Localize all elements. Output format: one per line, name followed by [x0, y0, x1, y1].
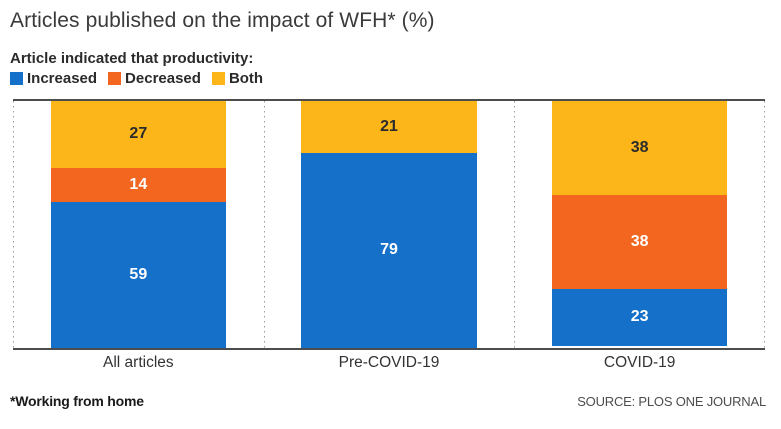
legend-label: Decreased [125, 70, 201, 87]
x-axis-labels: All articles Pre-COVID-19 COVID-19 [13, 354, 765, 372]
bar-column-covid-19: 38 38 23 [514, 101, 765, 348]
column-separator-dotted [764, 101, 765, 348]
legend: Increased Decreased Both [0, 67, 781, 87]
bar-segment-decreased: 14 [50, 167, 227, 203]
legend-swatch-decreased [108, 72, 122, 85]
stacked-bar: 38 38 23 [551, 101, 728, 348]
x-axis-label-pre-covid-19: Pre-COVID-19 [338, 354, 440, 371]
x-axis-label-all-articles: All articles [103, 354, 174, 371]
bar-segment-increased: 23 [551, 288, 728, 346]
bar-segment-both: 21 [301, 101, 477, 153]
bar-column-pre-covid-19: 21 79 [264, 101, 515, 348]
stacked-bar: 27 14 59 [50, 101, 227, 348]
stacked-bar: 21 79 [301, 101, 477, 348]
bar-segment-increased: 59 [50, 202, 227, 348]
legend-item-decreased: Decreased [108, 70, 201, 87]
footnote: *Working from home [10, 393, 144, 409]
chart-title: Articles published on the impact of WFH*… [10, 9, 435, 32]
source-credit: SOURCE: PLOS ONE JOURNAL [577, 394, 766, 409]
legend-item-increased: Increased [10, 70, 97, 87]
legend-heading: Article indicated that productivity: [10, 50, 254, 67]
bar-segment-increased: 79 [301, 152, 477, 348]
legend-swatch-increased [10, 72, 23, 85]
x-axis-label-covid-19: COVID-19 [603, 354, 676, 371]
legend-swatch-both [211, 72, 225, 85]
bar-segment-both: 27 [50, 101, 227, 168]
column-separator-dotted [514, 101, 516, 348]
column-separator-dotted [13, 101, 14, 348]
legend-item-both: Both [211, 70, 264, 87]
bar-segment-both: 38 [551, 101, 728, 195]
stacked-bar-chart: 27 14 59 21 79 38 38 23 [13, 99, 765, 350]
legend-label: Both [228, 70, 264, 87]
bar-column-all-articles: 27 14 59 [13, 101, 264, 348]
column-separator-dotted [263, 101, 265, 348]
legend-label: Increased [27, 70, 98, 87]
bar-segment-decreased: 38 [551, 194, 728, 289]
chart-footer: *Working from home SOURCE: PLOS ONE JOUR… [10, 393, 766, 409]
